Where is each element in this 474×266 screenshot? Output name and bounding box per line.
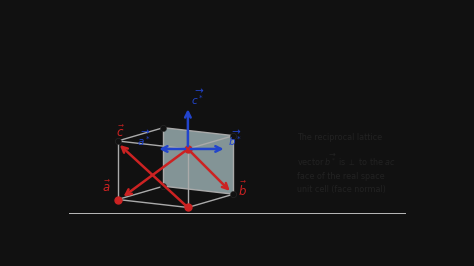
Text: $\overrightarrow{b^*}$: $\overrightarrow{b^*}$ <box>228 129 242 148</box>
Text: $\overrightarrow{a^*}$: $\overrightarrow{a^*}$ <box>137 129 151 148</box>
Polygon shape <box>164 128 234 194</box>
Text: $\vec{a}$: $\vec{a}$ <box>102 180 111 194</box>
Text: $\overrightarrow{b^*} \cdot \vec{c} = 0$: $\overrightarrow{b^*} \cdot \vec{c} = 0$ <box>325 82 382 104</box>
Text: $\overrightarrow{c^*}$: $\overrightarrow{c^*}$ <box>191 88 205 107</box>
Text: The reciprocal lattice
vector $\overrightarrow{b^*}$ is $\perp$ to the $ac$
face: The reciprocal lattice vector $\overrigh… <box>297 133 396 194</box>
Text: $\overrightarrow{c^*} = \dfrac{\vec{a} \times \vec{b}}{V}$: $\overrightarrow{c^*} = \dfrac{\vec{a} \… <box>314 228 371 256</box>
Text: $\overrightarrow{b^*} \cdot \vec{a} = 0$: $\overrightarrow{b^*} \cdot \vec{a} = 0$ <box>325 47 383 70</box>
Text: $\vec{c}$: $\vec{c}$ <box>116 125 125 140</box>
Text: $\overrightarrow{b^*} = \dfrac{\vec{c} \times \vec{a}}{V}$: $\overrightarrow{b^*} = \dfrac{\vec{c} \… <box>209 229 265 255</box>
Text: $\vec{b}$: $\vec{b}$ <box>237 181 247 198</box>
Text: Reciprocal Lattice Vectors: Reciprocal Lattice Vectors <box>104 12 370 30</box>
Text: $\overrightarrow{a^*} = \dfrac{\vec{b} \times \vec{c}}{V}$: $\overrightarrow{a^*} = \dfrac{\vec{b} \… <box>103 228 161 256</box>
